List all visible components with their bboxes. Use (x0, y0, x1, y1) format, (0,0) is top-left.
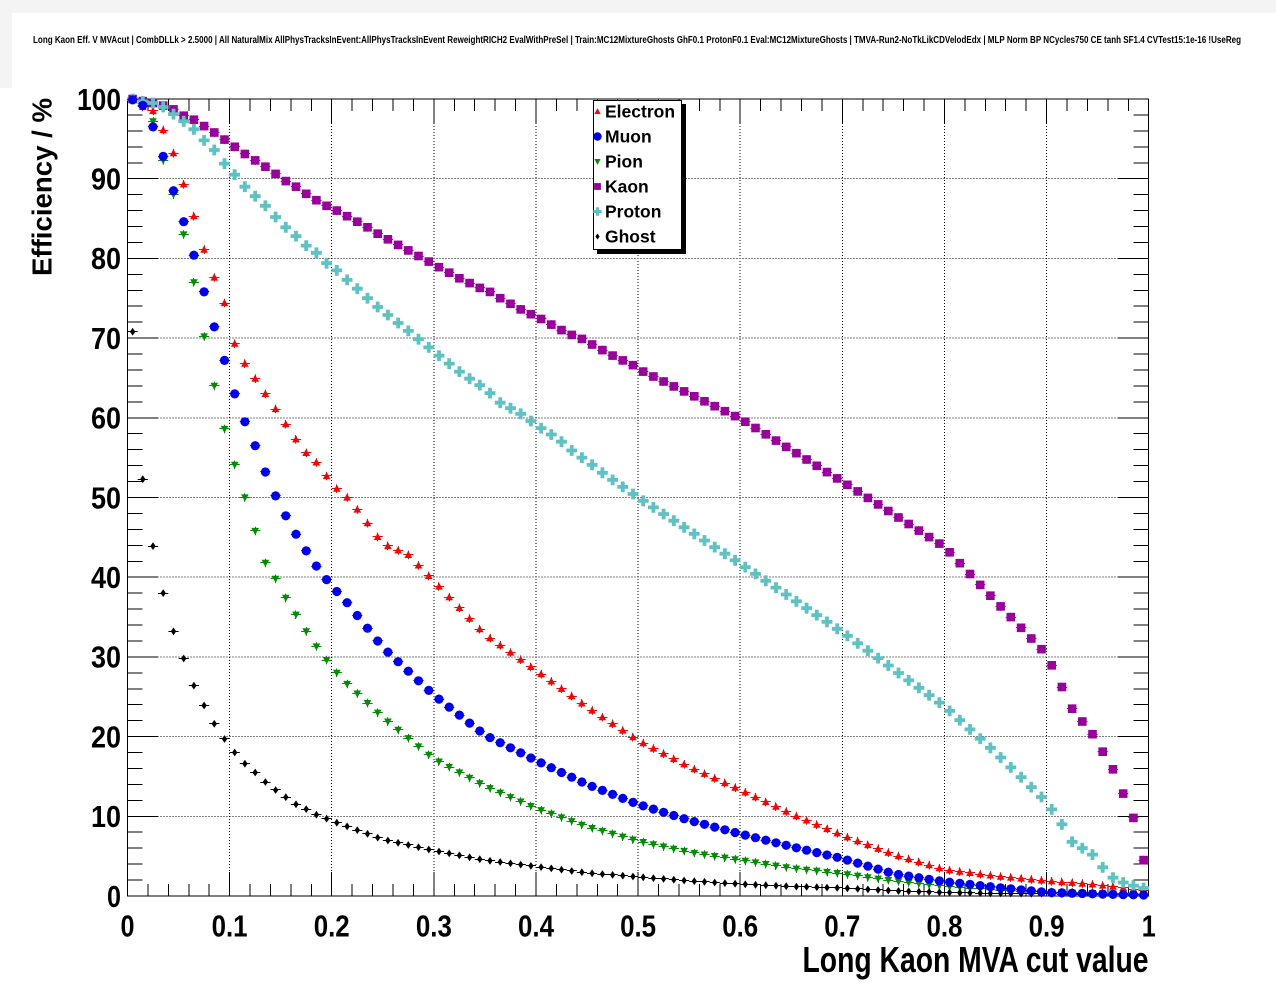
svg-text:50: 50 (91, 480, 121, 515)
svg-text:0: 0 (121, 909, 135, 944)
svg-text:100: 100 (77, 82, 121, 117)
svg-text:20: 20 (91, 719, 121, 754)
svg-text:Long Kaon Eff. V MVAcut | Comb: Long Kaon Eff. V MVAcut | CombDLLk > 2.5… (33, 35, 1241, 46)
svg-text:Proton: Proton (605, 202, 661, 222)
svg-text:60: 60 (91, 401, 121, 436)
svg-text:Muon: Muon (605, 127, 652, 147)
svg-text:0.2: 0.2 (314, 909, 350, 944)
svg-text:0.5: 0.5 (620, 909, 656, 944)
svg-text:90: 90 (91, 162, 121, 197)
svg-text:40: 40 (91, 560, 121, 595)
svg-text:0.8: 0.8 (927, 909, 963, 944)
svg-text:0.1: 0.1 (212, 909, 248, 944)
svg-text:0.3: 0.3 (416, 909, 452, 944)
svg-text:0.9: 0.9 (1029, 909, 1065, 944)
svg-text:1: 1 (1142, 909, 1156, 944)
svg-text:10: 10 (91, 799, 121, 834)
svg-text:0.7: 0.7 (824, 909, 860, 944)
svg-text:80: 80 (91, 241, 121, 276)
svg-text:70: 70 (91, 321, 121, 356)
svg-text:0.6: 0.6 (722, 909, 758, 944)
svg-text:Ghost: Ghost (605, 227, 656, 247)
svg-text:Electron: Electron (605, 102, 675, 122)
svg-text:30: 30 (91, 640, 121, 675)
svg-text:Long Kaon MVA cut value: Long Kaon MVA cut value (803, 939, 1149, 980)
svg-text:0: 0 (107, 879, 121, 914)
svg-text:Kaon: Kaon (605, 177, 649, 197)
svg-text:0.4: 0.4 (518, 909, 555, 944)
svg-text:Pion: Pion (605, 152, 643, 172)
svg-text:Efficiency / %: Efficiency / % (27, 98, 58, 276)
